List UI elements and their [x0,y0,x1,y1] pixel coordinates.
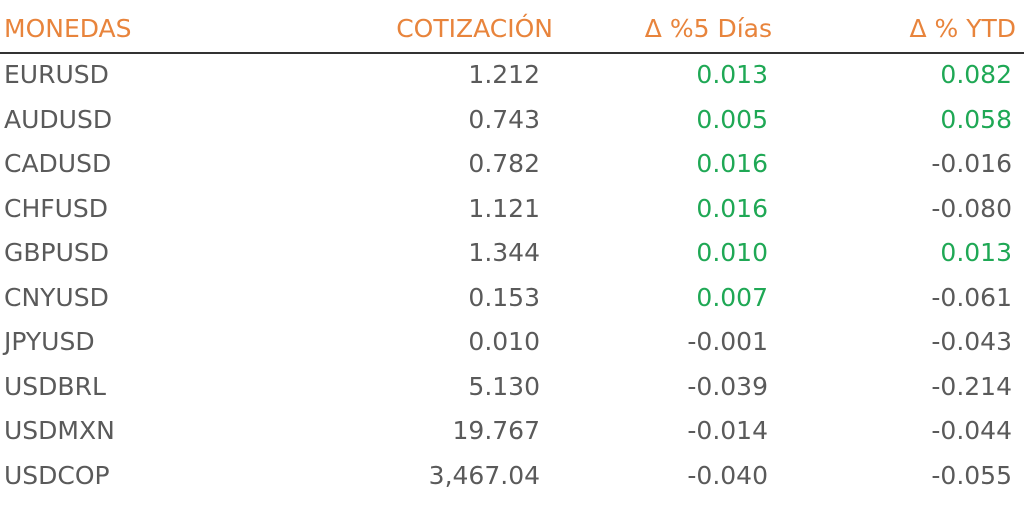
value-cell: 1.121 [468,193,540,223]
column-header: MONEDAS [4,14,132,43]
value-cell: 1.344 [468,238,540,267]
value-cell: -0.001 [687,327,768,356]
value-cell: -0.043 [931,327,1012,356]
currency-pair: GBPUSD [4,238,110,267]
value-cell: -0.044 [931,416,1012,445]
header-rule [0,52,1024,54]
value-cell: 0.016 [696,149,768,178]
value-cell: -0.014 [687,416,768,445]
column-header: Δ %5 Días [644,14,772,43]
currency-pair: CHFUSD [4,193,109,223]
value-cell: 19.767 [452,416,540,445]
value-cell: 0.058 [940,104,1012,134]
value-cell: -0.055 [931,460,1012,490]
value-cell: -0.039 [687,371,768,401]
value-cell: 0.010 [696,238,768,267]
value-cell: -0.214 [931,371,1012,401]
value-cell: -0.040 [687,460,768,490]
currency-pair: EURUSD [4,60,109,89]
value-cell: -0.016 [931,149,1012,178]
value-cell: 0.007 [696,282,768,312]
value-cell: 0.013 [940,238,1012,267]
currency-pair: JPYUSD [4,327,95,356]
currency-pair: USDCOP [4,460,110,490]
value-cell: 0.153 [468,282,540,312]
value-cell: 5.130 [468,371,540,401]
value-cell: 0.082 [940,60,1012,89]
column-header: Δ % YTD [909,14,1016,43]
currency-pair: CADUSD [4,149,112,178]
value-cell: 0.743 [468,104,540,134]
value-cell: 0.013 [696,60,768,89]
value-cell: -0.080 [931,193,1012,223]
value-cell: 3,467.04 [428,460,540,490]
currency-pair: USDBRL [4,371,106,401]
value-cell: -0.061 [931,282,1012,312]
value-cell: 0.005 [696,104,768,134]
value-cell: 0.782 [468,149,540,178]
currency-pair: AUDUSD [4,104,113,134]
column-header: COTIZACIÓN [396,14,553,43]
value-cell: 0.016 [696,193,768,223]
value-cell: 1.212 [468,60,540,89]
value-cell: 0.010 [468,327,540,356]
currency-pair: CNYUSD [4,282,109,312]
currency-pair: USDMXN [4,416,115,445]
